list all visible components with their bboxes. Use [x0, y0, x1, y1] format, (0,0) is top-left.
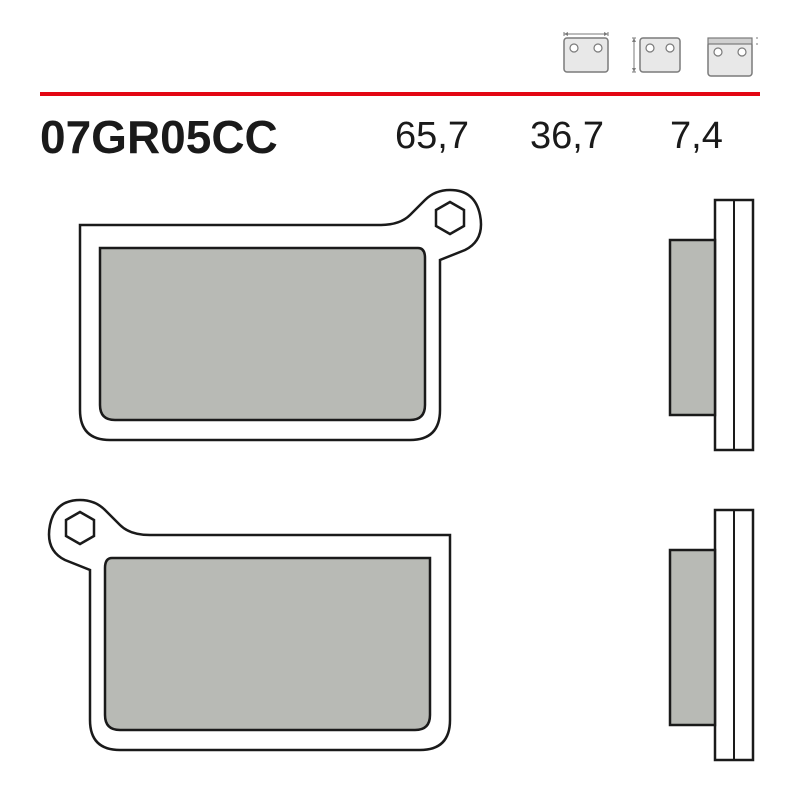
height-value: 36,7	[530, 115, 604, 158]
red-separator-line	[40, 92, 760, 96]
thickness-value: 7,4	[670, 115, 723, 158]
dimension-icons-row	[556, 30, 760, 80]
brake-pad-side-view-top	[660, 195, 760, 455]
width-dimension-icon	[556, 30, 616, 80]
height-dimension-icon	[628, 30, 688, 80]
brake-pad-front-view-top	[40, 180, 490, 460]
part-number: 07GR05CC	[40, 110, 278, 164]
thickness-dimension-icon	[700, 30, 760, 80]
width-value: 65,7	[395, 115, 469, 158]
brake-pad-side-view-bottom	[660, 505, 760, 765]
product-spec-diagram: 07GR05CC 65,7 36,7 7,4	[0, 0, 800, 800]
brake-pad-front-view-bottom	[40, 490, 490, 770]
